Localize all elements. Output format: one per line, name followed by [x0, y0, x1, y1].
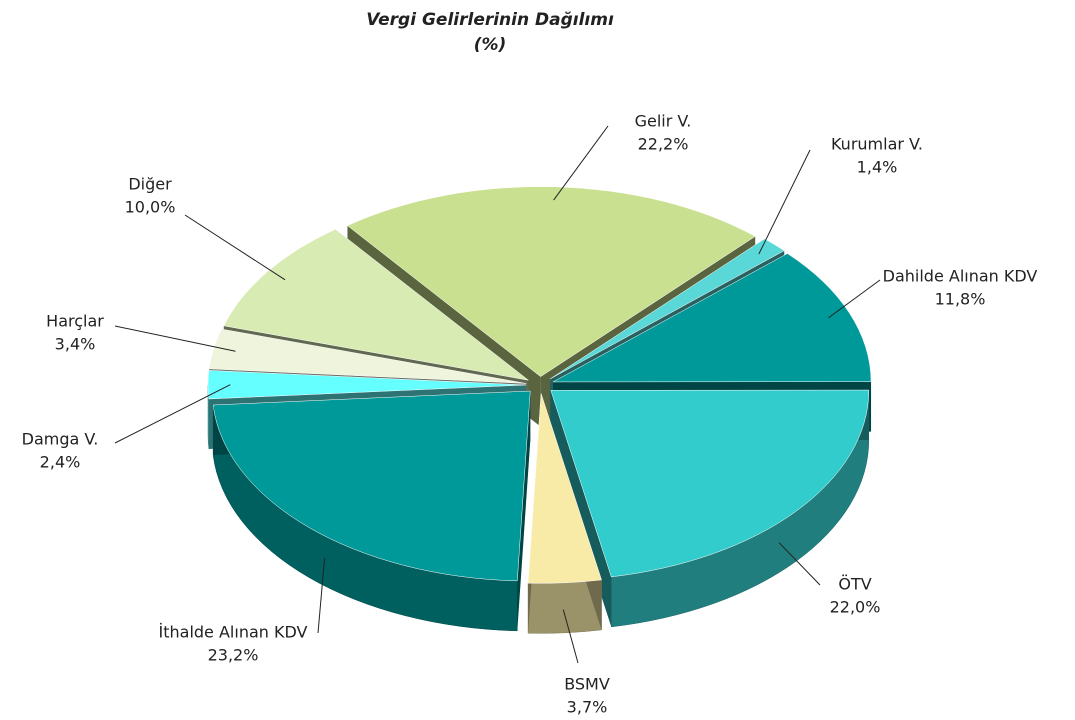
leader-line: [184, 214, 286, 281]
leader-line: [562, 609, 579, 664]
slice-label: Kurumlar V.: [831, 135, 923, 154]
slice-label: Diğer: [128, 175, 172, 194]
leader-line: [828, 279, 881, 319]
slice-label: Damga V.: [22, 430, 99, 449]
value-label: 23,2%: [208, 646, 259, 665]
leader-line: [317, 557, 326, 634]
slice-cut: [517, 391, 531, 631]
value-label: 3,7%: [567, 698, 608, 717]
leader-line: [778, 542, 821, 586]
leader-line: [758, 149, 811, 255]
slice: [550, 389, 870, 578]
value-label: 2,4%: [40, 453, 81, 472]
chart-title: Vergi Gelirlerinin Dağılımı: [366, 10, 614, 30]
slice-label: BSMV: [564, 675, 610, 694]
slice: [223, 228, 529, 381]
slice: [549, 238, 785, 380]
leader-line: [114, 384, 231, 444]
slice: [527, 393, 602, 584]
value-label: 3,4%: [55, 335, 96, 354]
slice: [212, 390, 531, 582]
leader-line: [114, 325, 236, 352]
value-label: 22,2%: [638, 135, 689, 154]
slice: [346, 186, 756, 377]
value-label: 10,0%: [125, 198, 176, 217]
slice: [552, 253, 872, 383]
leader-line: [553, 125, 609, 201]
chart-subtitle: (%): [474, 35, 507, 55]
slice-label: ÖTV: [838, 575, 871, 594]
slice-label: İthalde Alınan KDV: [159, 623, 308, 642]
value-label: 11,8%: [935, 290, 986, 309]
slice: [208, 328, 527, 384]
slice-label: Gelir V.: [635, 112, 692, 131]
slice-label: Harçlar: [46, 312, 104, 331]
value-label: 22,0%: [830, 598, 881, 617]
slice: [207, 370, 527, 400]
slice-label: Dahilde Alınan KDV: [883, 267, 1038, 286]
value-label: 1,4%: [857, 158, 898, 177]
